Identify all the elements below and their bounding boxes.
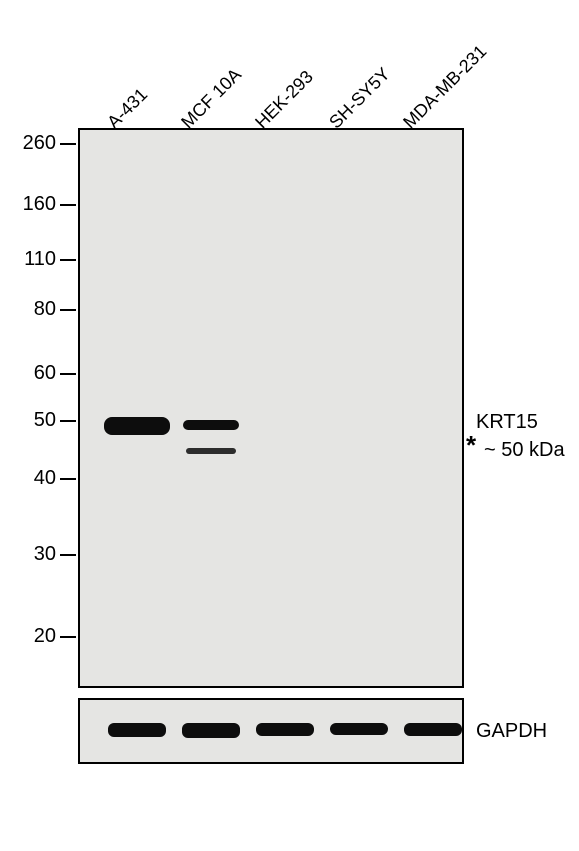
band [104, 417, 170, 435]
lane-label: MDA-MB-231 [399, 41, 491, 133]
mw-label: 30 [18, 543, 56, 566]
mw-tick [60, 373, 76, 375]
mw-label: 260 [18, 132, 56, 155]
band [183, 420, 239, 430]
mw-tick [60, 143, 76, 145]
mw-tick [60, 204, 76, 206]
mw-label: 60 [18, 362, 56, 385]
figure-container: A-431 MCF 10AHEK-293SH-SY5YMDA-MB-231 260… [0, 0, 579, 851]
loading-band [182, 723, 240, 738]
band [186, 448, 236, 454]
target-label: KRT15 [476, 411, 538, 434]
mw-tick [60, 309, 76, 311]
lane-label: MCF 10A [177, 64, 246, 133]
lane-label: A-431 [103, 84, 152, 133]
mw-note-label: ~ 50 kDa [484, 439, 565, 462]
loading-label: GAPDH [476, 720, 547, 743]
mw-label: 160 [18, 193, 56, 216]
asterisk-marker: * [466, 430, 476, 461]
loading-band [108, 723, 166, 737]
loading-band [256, 723, 314, 736]
mw-label: 50 [18, 409, 56, 432]
lane-label: SH-SY5Y [325, 64, 394, 133]
mw-tick [60, 554, 76, 556]
main-blot-area [78, 128, 464, 688]
mw-tick [60, 420, 76, 422]
mw-tick [60, 259, 76, 261]
mw-label: 110 [18, 248, 56, 271]
loading-band [330, 723, 388, 735]
lane-label: HEK-293 [251, 66, 318, 133]
mw-tick [60, 636, 76, 638]
mw-tick [60, 478, 76, 480]
mw-label: 40 [18, 467, 56, 490]
loading-band [404, 723, 462, 736]
mw-label: 80 [18, 298, 56, 321]
mw-label: 20 [18, 625, 56, 648]
